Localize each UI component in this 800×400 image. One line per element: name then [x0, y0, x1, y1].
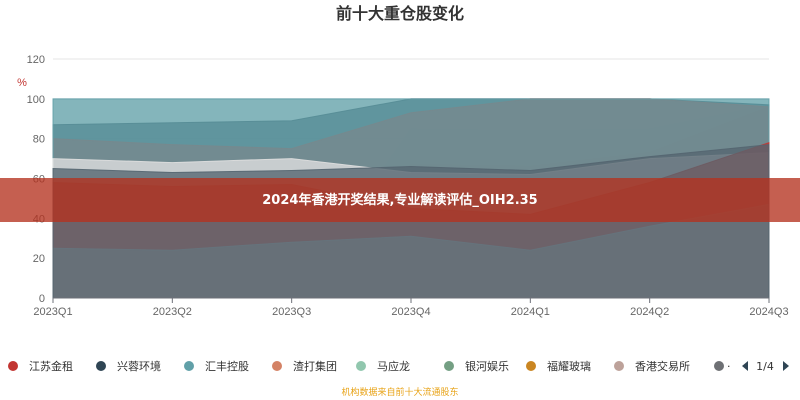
legend-marker: [714, 361, 724, 371]
y-tick-label: 120: [27, 54, 45, 66]
legend-label: 渣打集团: [293, 359, 337, 373]
legend-item[interactable]: 马应龙: [356, 359, 410, 373]
y-tick-label: 100: [27, 94, 45, 106]
chart-title: 前十大重仓股变化: [336, 4, 464, 23]
legend-item[interactable]: 银河娱乐: [444, 359, 509, 373]
legend-item[interactable]: 兴蓉环境: [96, 359, 161, 373]
legend-item[interactable]: 福耀玻璃: [526, 359, 591, 373]
x-tick-label: 2023Q3: [272, 306, 311, 318]
y-tick-label: 20: [33, 253, 45, 265]
x-tick-label: 2023Q2: [153, 306, 192, 318]
legend-marker: [8, 361, 18, 371]
legend-page-indicator: 1/4: [756, 360, 774, 373]
footer-note: 机构数据来自前十大流通股东: [341, 386, 458, 398]
legend-marker: [444, 361, 454, 371]
legend-marker: [526, 361, 536, 371]
x-tick-label: 2024Q1: [511, 306, 550, 318]
legend-label: 兴蓉环境: [117, 359, 161, 373]
legend-label: 马应龙: [377, 359, 410, 373]
x-tick-label: 2023Q1: [33, 306, 72, 318]
legend-item[interactable]: 汇丰控股: [184, 359, 249, 373]
legend-item[interactable]: 香港交易所: [614, 359, 690, 373]
banner-text: 2024年香港开奖结果,专业解读评估_OIH2.35: [262, 192, 537, 208]
legend: 江苏金租 兴蓉环境 汇丰控股 渣打集团 马应龙 银河娱乐 福耀玻璃 香港交易所 ·: [8, 359, 731, 373]
legend-marker: [272, 361, 282, 371]
legend-marker: [356, 361, 366, 371]
y-axis-label: %: [17, 77, 27, 89]
legend-label: 汇丰控股: [205, 359, 249, 373]
y-tick-label: 80: [33, 134, 45, 146]
x-tick-label: 2024Q3: [749, 306, 788, 318]
legend-label: 银河娱乐: [465, 359, 509, 373]
legend-label: 福耀玻璃: [547, 359, 591, 373]
x-tick-label: 2024Q2: [630, 306, 669, 318]
legend-label: ·: [727, 360, 731, 373]
y-tick-label: 0: [39, 293, 45, 305]
legend-marker: [614, 361, 624, 371]
legend-item[interactable]: 渣打集团: [272, 359, 337, 373]
legend-item[interactable]: 江苏金租: [8, 359, 73, 373]
legend-marker: [184, 361, 194, 371]
legend-next-icon[interactable]: [783, 361, 789, 371]
legend-label: 香港交易所: [635, 359, 690, 373]
banner-background: [0, 178, 800, 222]
legend-label: 江苏金租: [29, 359, 73, 373]
banner: 2024年香港开奖结果,专业解读评估_OIH2.35: [0, 178, 800, 222]
legend-pager: 1/4: [742, 360, 789, 373]
legend-marker: [96, 361, 106, 371]
legend-prev-icon[interactable]: [742, 361, 748, 371]
legend-item[interactable]: ·: [714, 360, 731, 373]
x-tick-label: 2023Q4: [391, 306, 430, 318]
